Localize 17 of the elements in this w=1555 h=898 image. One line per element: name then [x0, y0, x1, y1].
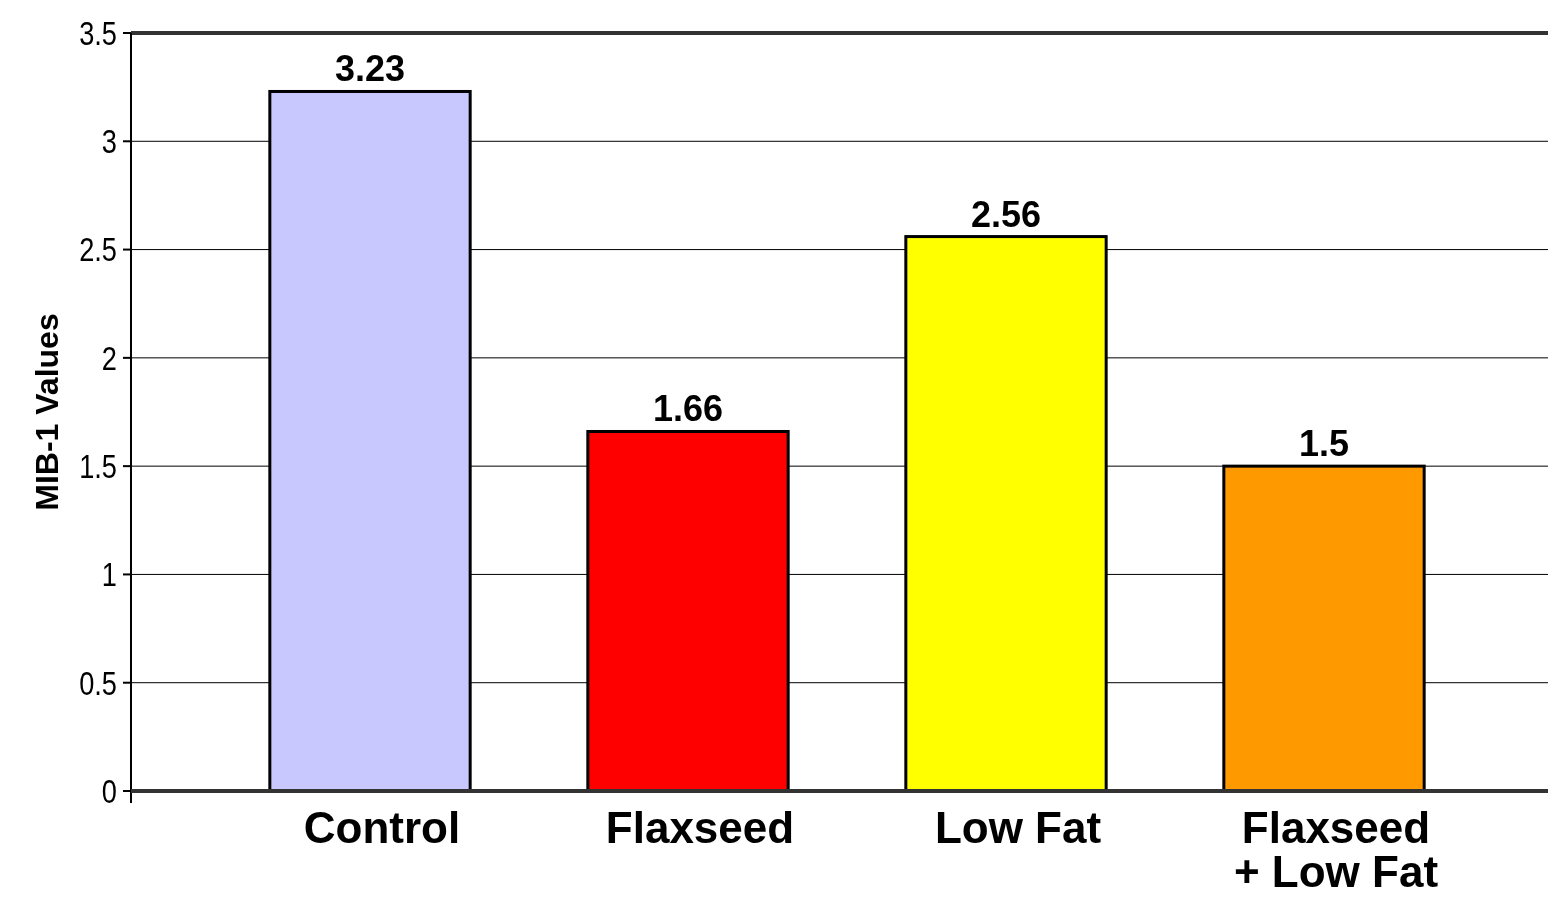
data-label: 2.56: [970, 193, 1042, 235]
data-label: 3.23: [334, 48, 406, 90]
data-label: 1.5: [1298, 423, 1350, 465]
data-label: 1.66: [652, 388, 724, 430]
x-tick-label: Flaxseed + Low Fat: [1233, 803, 1439, 896]
y-axis-title: MIB-1 Values: [29, 313, 65, 511]
x-tick-label: Control: [303, 803, 461, 852]
y-tick-label: 3.5: [79, 13, 117, 53]
y-tick-label: 0.5: [79, 663, 117, 703]
y-tick-label: 1.5: [79, 447, 117, 486]
y-tick-label: 1: [101, 555, 117, 595]
x-tick-label: Low Fat: [934, 803, 1102, 852]
y-tick-label: 0: [101, 771, 117, 811]
x-tick-label: Flaxseed: [605, 803, 795, 852]
y-tick-label: 2.5: [79, 230, 117, 270]
y-tick-label: 3: [101, 122, 117, 161]
y-tick-label: 2: [101, 338, 117, 378]
